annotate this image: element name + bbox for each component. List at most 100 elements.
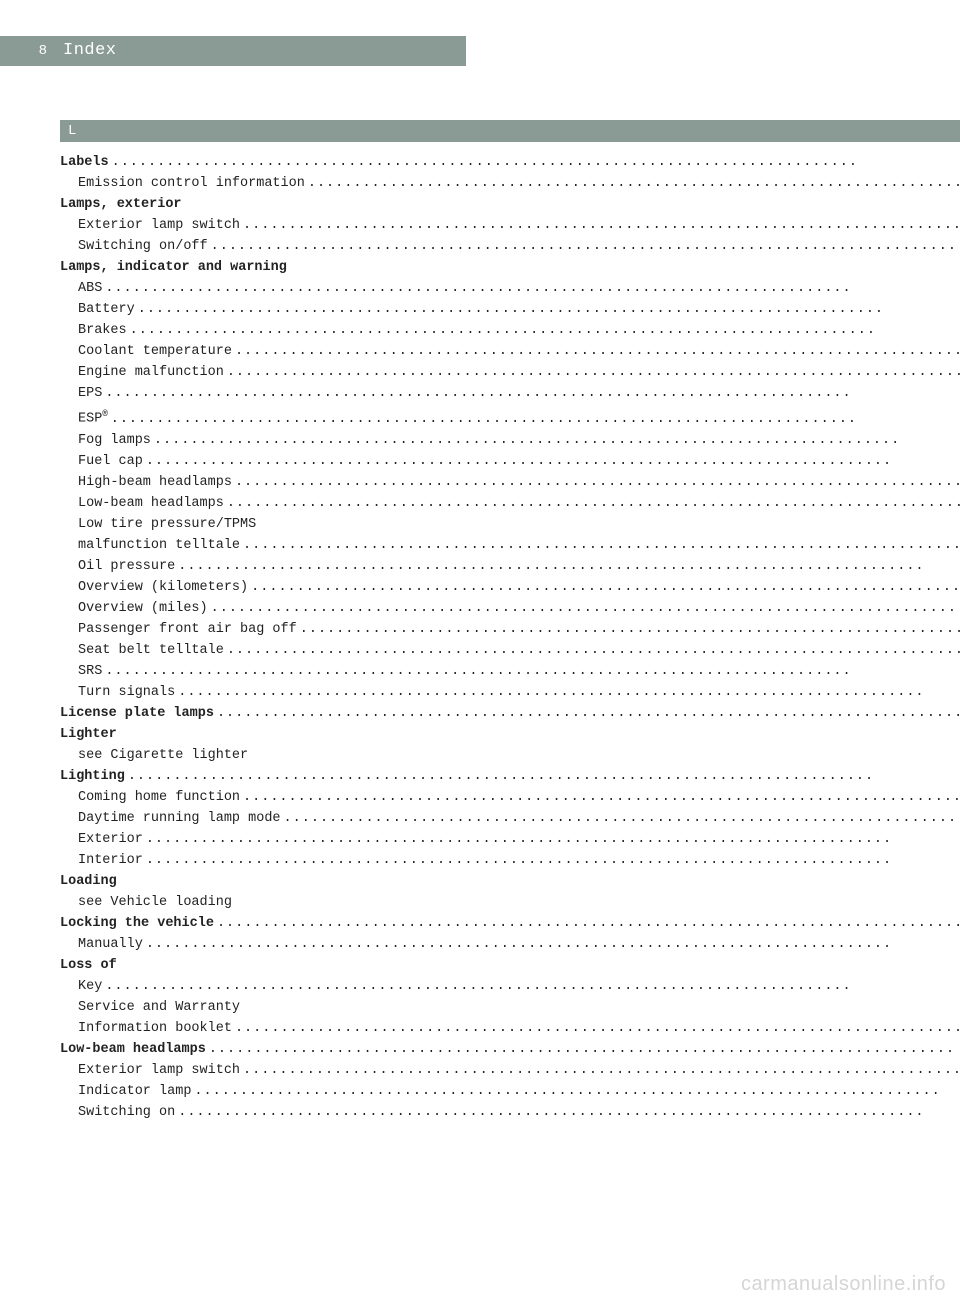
leader-dots bbox=[232, 341, 960, 362]
index-entry: Labels213 bbox=[60, 152, 960, 173]
index-entry: malfunction telltale174 bbox=[60, 535, 960, 556]
index-entry: SRS168 bbox=[60, 661, 960, 682]
index-entry: High-beam headlamps171 bbox=[60, 472, 960, 493]
entry-label: Seat belt telltale bbox=[78, 640, 224, 661]
index-entry: Engine malfunction173 bbox=[60, 362, 960, 383]
leader-dots bbox=[175, 682, 960, 703]
leader-dots bbox=[102, 661, 960, 682]
index-entry: Seat belt telltale167 bbox=[60, 640, 960, 661]
entry-label: Loss of bbox=[60, 955, 117, 976]
leader-dots bbox=[143, 934, 960, 955]
entry-label: Switching on/off bbox=[78, 236, 208, 257]
entry-label: Brakes bbox=[78, 320, 127, 341]
leader-dots bbox=[151, 430, 960, 451]
entry-label: Turn signals bbox=[78, 682, 175, 703]
entry-label: Information booklet bbox=[78, 1018, 232, 1039]
leader-dots bbox=[108, 409, 960, 430]
index-entry: Manually178 bbox=[60, 934, 960, 955]
leader-dots bbox=[109, 152, 960, 173]
leader-dots bbox=[232, 1018, 960, 1039]
leader-dots bbox=[305, 173, 960, 194]
entry-label: Exterior lamp switch bbox=[78, 215, 240, 236]
page-number: 8 bbox=[0, 36, 55, 66]
entry-label: Interior bbox=[78, 850, 143, 871]
entry-label: Engine malfunction bbox=[78, 362, 224, 383]
entry-label: License plate lamps bbox=[60, 703, 214, 724]
leader-dots bbox=[240, 787, 960, 808]
index-entry: Lamps, exterior bbox=[60, 194, 960, 215]
index-columns: LLabels213Emission control information21… bbox=[60, 120, 900, 1123]
entry-label: Loading bbox=[60, 871, 117, 892]
leader-dots bbox=[297, 619, 960, 640]
index-entry: EPS169 bbox=[60, 383, 960, 404]
entry-label: Fuel cap bbox=[78, 451, 143, 472]
leader-dots bbox=[240, 215, 960, 236]
index-entry: Brakes166 bbox=[60, 320, 960, 341]
index-entry: Daytime running lamp mode66 bbox=[60, 808, 960, 829]
entry-label: Locking the vehicle bbox=[60, 913, 214, 934]
index-entry: Overview (kilometers)25 bbox=[60, 577, 960, 598]
leader-dots bbox=[240, 1060, 960, 1081]
index-entry: Lamps, indicator and warning bbox=[60, 257, 960, 278]
entry-label: Oil pressure bbox=[78, 556, 175, 577]
leader-dots bbox=[240, 535, 960, 556]
watermark: carmanualsonline.info bbox=[741, 1273, 946, 1296]
entry-label: Coolant temperature bbox=[78, 341, 232, 362]
index-entry: Loss of bbox=[60, 955, 960, 976]
index-entry: Low-beam headlamps171 bbox=[60, 493, 960, 514]
index-entry: Exterior64 bbox=[60, 829, 960, 850]
index-entry: Loading bbox=[60, 871, 960, 892]
entry-label: Indicator lamp bbox=[78, 1081, 191, 1102]
leader-dots bbox=[281, 808, 960, 829]
leader-dots bbox=[125, 766, 960, 787]
index-entry: Passenger front air bag off36, 175 bbox=[60, 619, 960, 640]
entry-label: ESP® bbox=[78, 404, 108, 430]
index-entry: Fuel cap172 bbox=[60, 451, 960, 472]
entry-label: Emission control information bbox=[78, 173, 305, 194]
index-entry: Lighting64 bbox=[60, 766, 960, 787]
leader-dots bbox=[102, 383, 960, 404]
leader-dots bbox=[214, 703, 960, 724]
leader-dots bbox=[248, 577, 960, 598]
leader-dots bbox=[175, 556, 960, 577]
leader-dots bbox=[214, 913, 960, 934]
entry-label: Low-beam headlamps bbox=[60, 1039, 206, 1060]
index-entry: Oil pressure173 bbox=[60, 556, 960, 577]
entry-label: High-beam headlamps bbox=[78, 472, 232, 493]
column-left: LLabels213Emission control information21… bbox=[60, 120, 960, 1123]
index-entry: Turn signals171 bbox=[60, 682, 960, 703]
leader-dots bbox=[232, 472, 960, 493]
entry-label: Fog lamps bbox=[78, 430, 151, 451]
entry-label: see Vehicle loading bbox=[78, 892, 232, 913]
index-entry: Fog lamps68 bbox=[60, 430, 960, 451]
leader-dots bbox=[143, 850, 960, 871]
index-entry: Emission control information213 bbox=[60, 173, 960, 194]
index-entry: Exterior lamp switch64 bbox=[60, 215, 960, 236]
entry-label: Exterior bbox=[78, 829, 143, 850]
entry-label: Labels bbox=[60, 152, 109, 173]
index-entry: Overview (miles)23 bbox=[60, 598, 960, 619]
leader-dots bbox=[143, 829, 960, 850]
entry-label: Overview (miles) bbox=[78, 598, 208, 619]
leader-dots bbox=[208, 236, 960, 257]
entry-label: SRS bbox=[78, 661, 102, 682]
index-entry: Switching on65 bbox=[60, 1102, 960, 1123]
entry-label: Coming home function bbox=[78, 787, 240, 808]
index-entry: see Cigarette lighter bbox=[60, 745, 960, 766]
entry-label: Service and Warranty bbox=[78, 997, 240, 1018]
entry-label: Overview (kilometers) bbox=[78, 577, 248, 598]
entry-label: Switching on bbox=[78, 1102, 175, 1123]
leader-dots bbox=[191, 1081, 960, 1102]
index-entry: Locking the vehicle52 bbox=[60, 913, 960, 934]
index-entry: ESP®169 bbox=[60, 404, 960, 430]
entry-label: Lighting bbox=[60, 766, 125, 787]
index-entry: Service and Warranty bbox=[60, 997, 960, 1018]
entry-label: Key bbox=[78, 976, 102, 997]
index-entry: Battery170 bbox=[60, 299, 960, 320]
entry-label: Passenger front air bag off bbox=[78, 619, 297, 640]
index-entry: Indicator lamp171 bbox=[60, 1081, 960, 1102]
leader-dots bbox=[127, 320, 960, 341]
entry-label: Low-beam headlamps bbox=[78, 493, 224, 514]
leader-dots bbox=[206, 1039, 960, 1060]
entry-label: Lighter bbox=[60, 724, 117, 745]
